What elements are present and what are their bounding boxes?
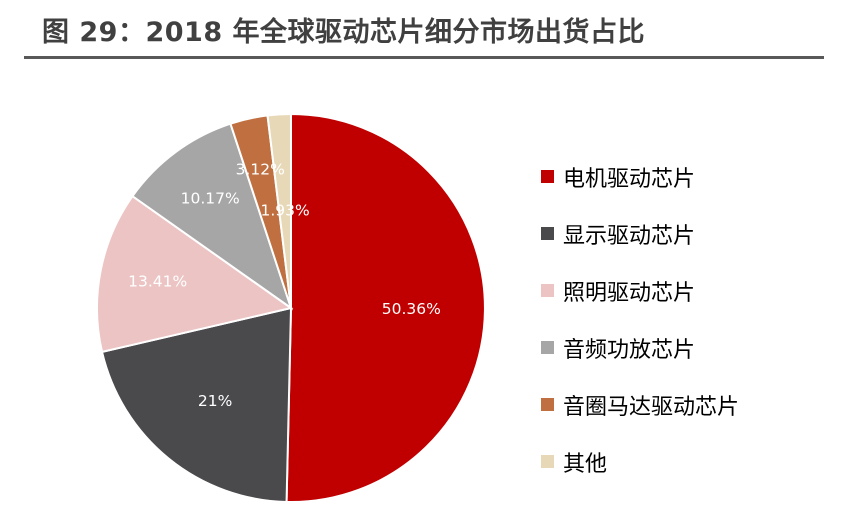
legend: 电机驱动芯片 显示驱动芯片 照明驱动芯片 音频功放芯片音圈马达驱动芯片 其他 xyxy=(541,148,739,490)
legend-swatch-1 xyxy=(541,170,554,183)
slice-label-1: 50.36% xyxy=(382,300,441,318)
legend-swatch-6 xyxy=(541,455,554,468)
pie-slice-2 xyxy=(100,306,293,503)
chart-title: 图 29：2018 年全球驱动芯片细分市场出货占比 xyxy=(42,17,646,48)
pie-slice-1 xyxy=(285,112,486,503)
legend-swatch-4 xyxy=(541,341,554,354)
legend-swatch-3 xyxy=(541,284,554,297)
legend-swatch-5 xyxy=(541,398,554,411)
legend-item-4: 音频功放芯片 xyxy=(541,319,739,376)
legend-item-1: 电机驱动芯片 xyxy=(541,148,739,205)
legend-item-6: 其他 xyxy=(541,433,739,490)
legend-label-1: 电机驱动芯片 xyxy=(563,166,696,192)
legend-swatch-2 xyxy=(541,227,554,240)
legend-label-5: 音圈马达驱动芯片 xyxy=(563,394,740,420)
pie-slice-6 xyxy=(266,112,292,309)
slice-label-3: 13.41% xyxy=(128,272,187,290)
pie-slice-4 xyxy=(131,122,293,311)
slice-label-5: 3.12% xyxy=(236,160,285,178)
slice-label-6: 1.93% xyxy=(260,202,309,220)
pie-slice-3 xyxy=(96,194,294,354)
title-divider xyxy=(24,56,824,59)
legend-item-2: 显示驱动芯片 xyxy=(541,205,739,262)
legend-label-3: 照明驱动芯片 xyxy=(563,280,696,306)
slice-label-2: 21% xyxy=(198,392,232,410)
slice-label-4: 10.17% xyxy=(181,189,240,207)
legend-item-5: 音圈马达驱动芯片 xyxy=(541,376,739,433)
legend-label-4: 音频功放芯片 xyxy=(563,337,696,363)
legend-label-6: 其他 xyxy=(563,451,608,477)
legend-item-3: 照明驱动芯片 xyxy=(541,262,739,319)
legend-label-2: 显示驱动芯片 xyxy=(563,223,696,249)
